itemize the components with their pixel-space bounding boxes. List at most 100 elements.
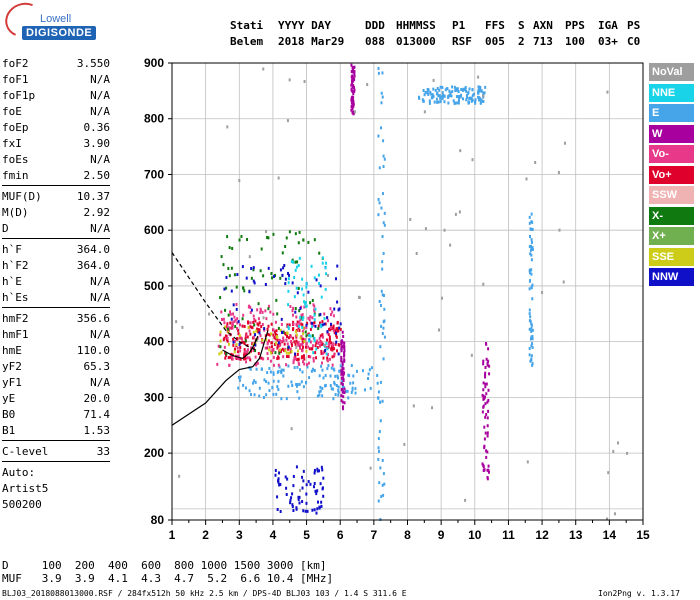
echo-point-e <box>528 215 531 219</box>
echo-point-w <box>353 72 356 76</box>
echo-point-nnw <box>298 501 301 505</box>
param-value: N/A <box>90 105 110 118</box>
echo-point-e <box>443 100 446 104</box>
echo-point-e <box>377 499 380 503</box>
echo-point-noval <box>412 404 415 408</box>
echo-point-vo- <box>241 324 244 328</box>
echo-point-nnw <box>322 476 325 480</box>
echo-point-vo- <box>251 342 254 346</box>
echo-point-nnw <box>223 287 226 291</box>
echo-point-vo- <box>286 354 289 358</box>
echo-point-e <box>377 197 380 201</box>
echo-point-e <box>364 388 367 392</box>
echo-point-vo- <box>302 337 305 341</box>
echo-point-nnw <box>306 509 309 513</box>
echo-point-x- <box>250 276 253 280</box>
echo-point-nne <box>308 333 311 337</box>
echo-point-nnw <box>313 468 316 472</box>
echo-point-w <box>340 371 343 375</box>
echo-point-e <box>484 85 487 89</box>
echo-point-e <box>434 88 437 92</box>
echo-point-sse <box>294 330 297 334</box>
echo-point-e <box>456 88 459 92</box>
echo-point-nne <box>325 352 328 356</box>
echo-point-vo- <box>282 339 285 343</box>
echo-point-vo- <box>246 335 249 339</box>
param-key: MUF(D) <box>2 190 42 203</box>
echo-point-vo- <box>297 340 300 344</box>
echo-point-vo- <box>309 340 312 344</box>
header-label-iga: IGA <box>598 19 618 32</box>
param-value: 10.37 <box>76 190 110 203</box>
echo-point-e <box>330 366 333 370</box>
echo-point-sse <box>219 339 222 343</box>
param-value: N/A <box>90 222 110 235</box>
echo-point-vo- <box>337 329 340 333</box>
echo-point-e <box>324 383 327 387</box>
echo-point-w <box>352 99 355 103</box>
echo-point-sse <box>290 350 293 354</box>
echo-point-e <box>428 101 431 105</box>
echo-point-nne <box>320 325 323 329</box>
echo-point-e <box>348 374 351 378</box>
echo-point-nne <box>294 268 297 272</box>
echo-point-vo- <box>304 338 307 342</box>
echo-point-e <box>383 223 386 227</box>
echo-point-vo- <box>327 342 330 346</box>
echo-point-e <box>336 374 339 378</box>
echo-point-nne <box>324 287 327 291</box>
param-value: 3.90 <box>83 137 111 150</box>
echo-point-nnw <box>298 495 301 499</box>
echo-point-vo- <box>229 321 232 325</box>
echo-point-x- <box>266 235 269 239</box>
echo-point-vo- <box>233 339 236 343</box>
echo-point-x- <box>231 246 234 250</box>
autoscale-text: Artist5 <box>2 482 49 495</box>
echo-point-w <box>350 96 353 100</box>
echo-point-vo- <box>262 341 265 345</box>
param-value: 65.3 <box>83 360 111 373</box>
echo-point-vo- <box>257 330 260 334</box>
echo-point-x- <box>267 307 270 311</box>
echo-point-e <box>530 344 533 348</box>
echo-point-e <box>341 379 344 383</box>
echo-point-e <box>338 369 341 373</box>
echo-point-vo- <box>301 313 304 317</box>
echo-point-nnw <box>305 323 308 327</box>
echo-point-x- <box>275 298 278 302</box>
echo-point-e <box>432 87 435 91</box>
echo-point-x- <box>311 334 314 338</box>
echo-point-w <box>340 381 343 385</box>
y-axis-ticks: 80 200 300 400 500 600 700 800 900 <box>144 56 172 527</box>
echo-point-nnw <box>305 492 308 496</box>
param-row-fof1p: foF1p N/A <box>2 88 110 104</box>
echo-point-nne <box>324 266 327 270</box>
echo-point-w <box>483 395 486 399</box>
echo-point-x- <box>220 255 223 259</box>
profile-curve <box>222 335 259 360</box>
echo-point-vo- <box>307 355 310 359</box>
echo-point-e <box>377 457 380 461</box>
echo-point-vo- <box>256 361 259 365</box>
echo-point-nnw <box>305 483 308 487</box>
echo-point-vo- <box>278 343 281 347</box>
param-value: N/A <box>90 376 110 389</box>
echo-point-x- <box>227 313 230 317</box>
echo-point-nnw <box>321 468 324 472</box>
echo-point-vo- <box>237 328 240 332</box>
echo-point-e <box>467 92 470 96</box>
echo-point-e <box>318 390 321 394</box>
echo-point-nnw <box>296 291 299 295</box>
echo-point-e <box>381 71 384 75</box>
echo-point-nnw <box>309 482 312 486</box>
echo-point-vo- <box>326 356 329 360</box>
echo-point-nnw <box>326 330 329 334</box>
echo-point-vo- <box>332 342 335 346</box>
echo-point-e <box>269 370 272 374</box>
y-tick-label: 500 <box>144 279 164 293</box>
echo-point-vo- <box>316 346 319 350</box>
echo-point-x- <box>277 326 280 330</box>
echo-point-vo- <box>313 321 316 325</box>
plot-grid <box>171 63 644 520</box>
echo-point-x- <box>294 232 297 236</box>
